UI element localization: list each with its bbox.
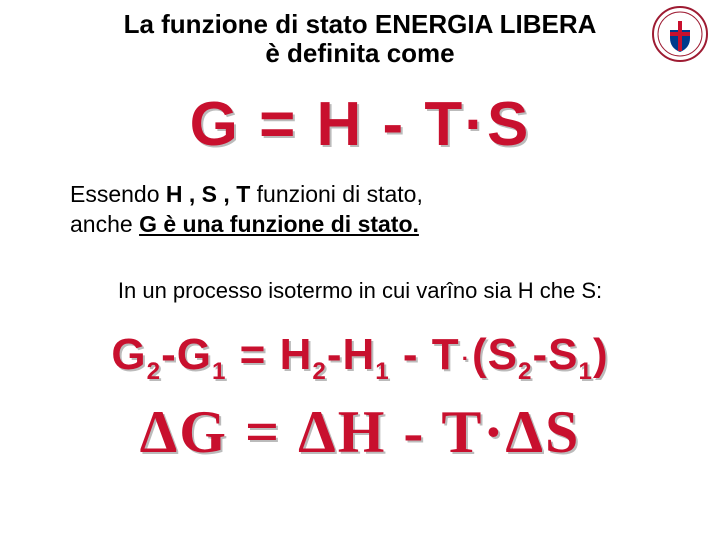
state-function-note: Essendo H , S , T funzioni di stato, anc… (70, 180, 720, 240)
equation-delta: ΔG = ΔH - T·ΔS (0, 398, 720, 467)
sub-mid: funzioni di stato, (250, 181, 423, 207)
equation-difference: G2-G1 = H2-H1 - T·(S2-S1) (0, 330, 720, 380)
title-line-2: è definita come (265, 38, 454, 68)
slide-title: La funzione di stato ENERGIA LIBERA è de… (70, 0, 650, 67)
equation-definition: G = H - T·S (0, 89, 720, 160)
title-line-1: La funzione di stato ENERGIA LIBERA (124, 9, 597, 39)
sub-line2-pre: anche (70, 211, 139, 237)
sub-hst: H , S , T (166, 181, 250, 207)
sub-prefix: Essendo (70, 181, 166, 207)
sub-g-statement: G è una funzione di stato. (139, 211, 419, 237)
dot-icon: · (460, 346, 472, 371)
isothermal-process-text: In un processo isotermo in cui varîno si… (0, 278, 720, 304)
university-logo (652, 6, 708, 62)
